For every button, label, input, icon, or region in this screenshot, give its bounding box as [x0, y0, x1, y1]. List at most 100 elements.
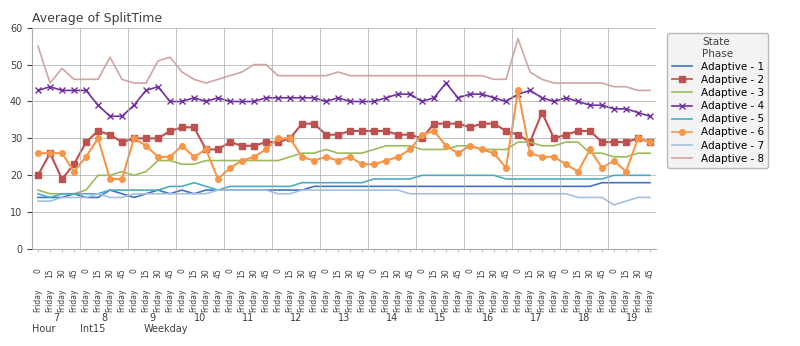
Text: 30: 30 — [298, 268, 306, 278]
Text: 15: 15 — [334, 268, 342, 278]
Adaptive - 7 — [370, 188, 379, 192]
Adaptive - 7 — [261, 188, 270, 192]
Adaptive - 1 — [250, 188, 259, 192]
Adaptive - 2 — [370, 129, 379, 133]
Text: Friday: Friday — [358, 288, 366, 311]
Text: Friday: Friday — [166, 288, 174, 311]
Text: 17: 17 — [530, 313, 542, 323]
Text: Friday: Friday — [106, 288, 114, 311]
Adaptive - 4 — [261, 96, 270, 100]
Adaptive - 6 — [418, 133, 427, 137]
Text: Friday: Friday — [310, 288, 318, 311]
Text: Friday: Friday — [466, 288, 474, 311]
Text: 45: 45 — [166, 268, 174, 278]
Text: Friday: Friday — [562, 288, 570, 311]
Adaptive - 2 — [645, 140, 654, 144]
Line: Adaptive - 3: Adaptive - 3 — [38, 142, 650, 194]
Text: 45: 45 — [262, 268, 270, 278]
Text: 14: 14 — [386, 313, 398, 323]
Text: 0: 0 — [370, 268, 378, 273]
Text: 12: 12 — [290, 313, 302, 323]
Text: 30: 30 — [586, 268, 594, 278]
Text: 15: 15 — [190, 268, 198, 278]
Text: Friday: Friday — [394, 288, 402, 311]
Adaptive - 3 — [45, 192, 54, 196]
Adaptive - 8 — [634, 88, 643, 92]
Adaptive - 8 — [82, 77, 91, 81]
Text: Friday: Friday — [322, 288, 330, 311]
Text: Friday: Friday — [406, 288, 414, 311]
Text: Friday: Friday — [550, 288, 558, 311]
Adaptive - 4 — [442, 81, 451, 85]
Text: Friday: Friday — [34, 288, 42, 311]
Adaptive - 1 — [82, 195, 91, 200]
Text: 0: 0 — [466, 268, 474, 273]
Line: Adaptive - 8: Adaptive - 8 — [38, 39, 650, 90]
Adaptive - 3 — [333, 151, 342, 155]
Text: Friday: Friday — [586, 288, 594, 311]
Adaptive - 5 — [45, 195, 54, 200]
Text: 0: 0 — [178, 268, 186, 273]
Adaptive - 2 — [418, 136, 427, 140]
Adaptive - 6 — [106, 177, 115, 181]
Text: Friday: Friday — [526, 288, 534, 311]
Text: 18: 18 — [578, 313, 590, 323]
Text: 0: 0 — [418, 268, 426, 273]
Adaptive - 8 — [322, 74, 331, 78]
Text: 0: 0 — [226, 268, 234, 273]
Text: Friday: Friday — [142, 288, 150, 311]
Adaptive - 2 — [93, 129, 102, 133]
Adaptive - 4 — [333, 96, 342, 100]
Text: Friday: Friday — [454, 288, 462, 311]
Text: 15: 15 — [286, 268, 294, 278]
Text: 15: 15 — [238, 268, 246, 278]
Text: 15: 15 — [94, 268, 102, 278]
Text: Friday: Friday — [418, 288, 426, 311]
Adaptive - 7 — [82, 195, 91, 200]
Text: 8: 8 — [101, 313, 107, 323]
Text: Friday: Friday — [274, 288, 282, 311]
Text: Hour: Hour — [32, 324, 55, 334]
Adaptive - 7 — [333, 188, 342, 192]
Text: Friday: Friday — [226, 288, 234, 311]
Text: Friday: Friday — [250, 288, 258, 311]
Text: 45: 45 — [454, 268, 462, 278]
Adaptive - 2 — [442, 121, 451, 126]
Text: 15: 15 — [478, 268, 486, 278]
Text: 7: 7 — [53, 313, 59, 323]
Text: 0: 0 — [322, 268, 330, 273]
Adaptive - 2 — [58, 177, 67, 181]
Line: Adaptive - 5: Adaptive - 5 — [38, 175, 650, 198]
Text: 15: 15 — [622, 268, 630, 278]
Adaptive - 1 — [597, 181, 607, 185]
Adaptive - 7 — [610, 203, 619, 207]
Legend: Adaptive - 1, Adaptive - 2, Adaptive - 3, Adaptive - 4, Adaptive - 5, Adaptive -: Adaptive - 1, Adaptive - 2, Adaptive - 3… — [667, 33, 768, 168]
Adaptive - 3 — [418, 147, 427, 152]
Text: Friday: Friday — [58, 288, 66, 311]
Text: Friday: Friday — [214, 288, 222, 311]
Text: Friday: Friday — [598, 288, 606, 311]
Adaptive - 1 — [429, 184, 438, 189]
Adaptive - 8 — [34, 44, 43, 48]
Line: Adaptive - 2: Adaptive - 2 — [35, 110, 653, 182]
Text: Friday: Friday — [430, 288, 438, 311]
Text: Friday: Friday — [130, 288, 138, 311]
Text: 30: 30 — [442, 268, 450, 278]
Adaptive - 3 — [261, 158, 270, 163]
Text: Friday: Friday — [94, 288, 102, 311]
Adaptive - 7 — [442, 192, 451, 196]
Adaptive - 4 — [370, 99, 379, 103]
Text: Friday: Friday — [70, 288, 78, 311]
Text: 0: 0 — [562, 268, 570, 273]
Text: Friday: Friday — [490, 288, 498, 311]
Adaptive - 5 — [333, 181, 342, 185]
Adaptive - 4 — [645, 114, 654, 118]
Adaptive - 5 — [261, 184, 270, 189]
Text: Friday: Friday — [382, 288, 390, 311]
Adaptive - 2 — [333, 133, 342, 137]
Text: 30: 30 — [202, 268, 210, 278]
Text: 15: 15 — [46, 268, 54, 278]
Text: Friday: Friday — [202, 288, 210, 311]
Text: 16: 16 — [482, 313, 494, 323]
Text: 30: 30 — [538, 268, 546, 278]
